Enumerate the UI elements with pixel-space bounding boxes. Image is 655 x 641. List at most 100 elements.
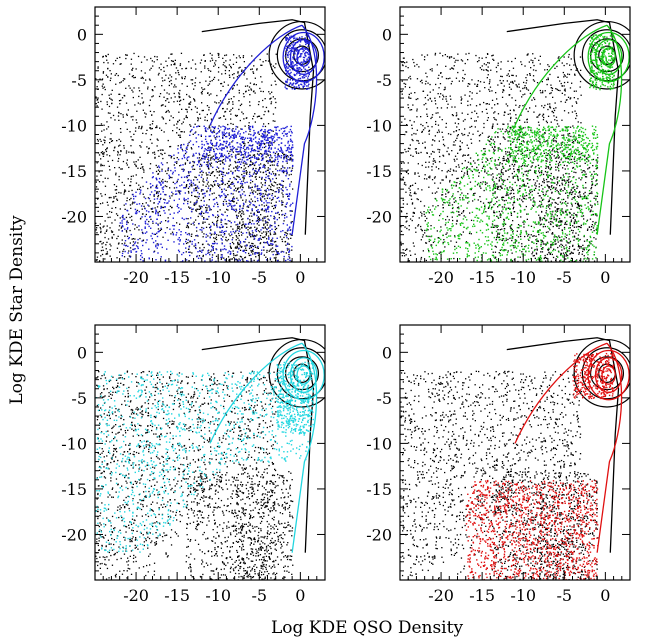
point-selection <box>261 200 263 202</box>
point-all <box>120 81 122 83</box>
point-selection <box>231 183 233 185</box>
point-all <box>567 96 570 98</box>
point-all <box>193 245 195 247</box>
point-all <box>141 141 143 143</box>
point-all <box>264 167 266 169</box>
point-selection <box>142 260 144 262</box>
point-all <box>96 232 98 234</box>
point-selection <box>289 47 291 50</box>
point-all <box>186 159 189 162</box>
point-all <box>128 166 130 169</box>
point-selection <box>207 149 209 152</box>
point-selection <box>304 74 306 76</box>
point-all <box>217 219 219 221</box>
point-all <box>547 77 549 79</box>
point-selection <box>260 148 262 151</box>
point-all <box>154 55 156 58</box>
point-selection <box>201 147 203 150</box>
point-all <box>95 96 97 98</box>
point-all <box>430 153 432 155</box>
point-all <box>178 92 180 94</box>
point-all <box>213 183 216 185</box>
point-all <box>439 83 442 85</box>
point-all <box>255 206 258 208</box>
point-all <box>557 191 559 193</box>
point-selection <box>286 38 288 40</box>
point-all <box>291 158 293 161</box>
point-all <box>188 260 190 262</box>
point-all <box>259 58 261 61</box>
point-all <box>499 79 501 82</box>
point-all <box>572 230 574 232</box>
point-all <box>414 227 417 229</box>
point-all <box>445 126 447 128</box>
point-all <box>574 74 576 76</box>
point-all <box>146 59 148 61</box>
point-selection <box>261 155 264 157</box>
point-selection <box>284 55 287 57</box>
point-all <box>130 207 132 209</box>
point-all <box>580 94 582 96</box>
point-all <box>290 237 292 239</box>
point-selection <box>287 70 289 72</box>
point-selection <box>121 216 123 218</box>
point-selection <box>283 158 285 160</box>
point-all <box>125 87 127 89</box>
point-selection <box>155 211 157 213</box>
point-all <box>448 57 451 59</box>
point-all <box>283 153 286 156</box>
point-all <box>215 255 218 257</box>
point-selection <box>214 252 216 254</box>
point-selection <box>172 217 174 219</box>
point-selection <box>288 131 290 133</box>
point-all <box>425 259 427 262</box>
point-all <box>557 151 559 154</box>
point-selection <box>277 126 279 128</box>
point-all <box>184 76 186 78</box>
point-selection <box>193 239 196 241</box>
point-all <box>416 152 418 154</box>
point-all <box>455 59 457 61</box>
point-selection <box>271 138 273 140</box>
point-all <box>223 61 225 64</box>
point-all <box>224 110 227 113</box>
point-all <box>546 69 548 71</box>
point-all <box>219 231 221 233</box>
point-all <box>443 239 445 241</box>
point-selection <box>251 149 253 151</box>
point-all <box>573 216 575 218</box>
point-selection <box>233 208 235 211</box>
point-all <box>428 212 430 214</box>
point-all <box>563 134 565 136</box>
point-all <box>218 53 220 55</box>
point-selection <box>292 164 294 167</box>
point-selection <box>276 170 279 172</box>
point-all <box>151 89 154 91</box>
point-all <box>233 167 235 169</box>
point-all <box>156 138 158 140</box>
point-all <box>275 173 277 175</box>
point-all <box>487 53 489 55</box>
point-all <box>436 64 438 66</box>
point-all <box>470 188 472 191</box>
point-all <box>231 88 234 90</box>
point-selection <box>288 65 290 67</box>
point-all <box>482 202 485 204</box>
point-all <box>534 98 536 101</box>
point-all <box>236 259 238 261</box>
point-all <box>117 214 119 217</box>
point-selection <box>160 256 162 258</box>
point-selection <box>288 255 290 258</box>
point-selection <box>141 256 143 259</box>
point-all <box>251 215 253 217</box>
point-selection <box>264 150 266 152</box>
point-selection <box>204 129 207 131</box>
point-selection <box>255 150 257 152</box>
point-all <box>196 230 198 232</box>
point-all <box>242 186 244 189</box>
point-all <box>508 70 511 72</box>
point-all <box>233 200 235 203</box>
point-all <box>210 93 212 95</box>
point-all <box>125 122 127 124</box>
point-all <box>239 119 241 122</box>
